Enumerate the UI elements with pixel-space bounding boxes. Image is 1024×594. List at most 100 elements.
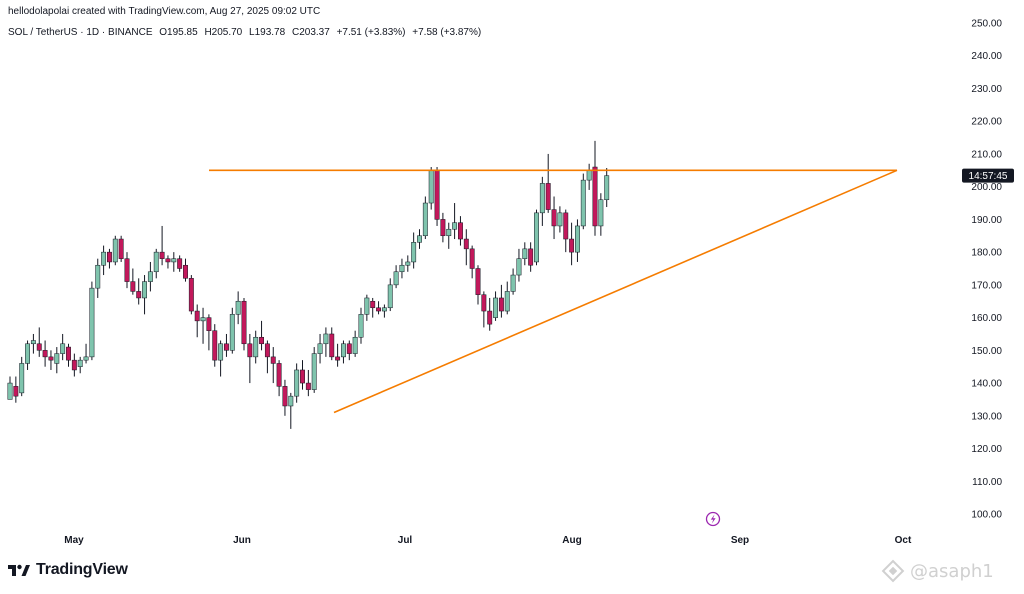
candle	[153, 248, 159, 279]
date-tick-label: May	[64, 535, 84, 546]
candles-layer	[7, 140, 610, 429]
candle	[101, 245, 107, 276]
candle-body	[329, 333, 335, 358]
price-tick-label: 210.00	[971, 149, 1002, 160]
symbol-label[interactable]: SOL / TetherUS · 1D · BINANCE	[8, 27, 153, 38]
candle-body	[422, 202, 428, 237]
price-tick-label: 100.00	[971, 510, 1002, 521]
candle-body	[534, 212, 539, 263]
candle-body	[282, 386, 288, 407]
candle	[341, 340, 346, 364]
candle-body	[66, 346, 71, 361]
candle-body	[522, 248, 528, 259]
price-tick-label: 110.00	[972, 477, 1002, 488]
candle	[405, 255, 411, 272]
candle	[376, 301, 382, 315]
candle-body	[539, 183, 545, 214]
price-label-text: 14:57:45	[969, 171, 1008, 182]
candle-body	[469, 248, 475, 269]
candle-body	[288, 395, 294, 407]
candle-body	[188, 278, 194, 312]
candle-body	[393, 271, 399, 286]
candle	[206, 314, 212, 351]
candle-body	[481, 294, 487, 312]
lightning-icon[interactable]	[705, 511, 721, 527]
candle-body	[428, 170, 434, 204]
candle-body	[229, 314, 235, 351]
candle-body	[136, 291, 142, 299]
candle	[212, 324, 218, 367]
watermark-icon	[881, 559, 905, 583]
candle-body	[317, 343, 323, 354]
candle-body	[346, 343, 352, 354]
candle-body	[592, 166, 598, 227]
candle	[142, 275, 148, 315]
candle-body	[270, 356, 276, 364]
candle-body	[294, 369, 300, 397]
candle-body	[341, 343, 346, 358]
candle-body	[516, 258, 522, 276]
candle-body	[551, 209, 557, 227]
candle	[346, 340, 352, 361]
candle	[434, 167, 440, 226]
price-tick-label: 180.00	[971, 248, 1002, 259]
candle	[305, 369, 311, 397]
candle	[241, 297, 247, 351]
candle-body	[417, 235, 422, 243]
candle	[422, 196, 428, 240]
candle-body	[13, 386, 19, 397]
candle	[458, 216, 463, 246]
candle-body	[153, 251, 159, 273]
candle-body	[475, 268, 481, 295]
change-value: +7.51 (+3.83%)	[336, 27, 406, 38]
candle	[381, 304, 387, 318]
candle-body	[159, 251, 165, 259]
candle	[557, 206, 563, 233]
candle-body	[130, 281, 136, 292]
candle-body	[89, 287, 95, 358]
candle-body	[569, 238, 575, 253]
candle	[188, 275, 194, 315]
candle-body	[95, 264, 101, 289]
candle	[112, 235, 118, 266]
candle	[77, 356, 83, 374]
candle-body	[19, 363, 25, 394]
candle-body	[25, 343, 31, 364]
candle-body	[42, 350, 48, 358]
candle	[276, 360, 282, 397]
candle-body	[235, 300, 241, 315]
watermark-text: @asaph1	[910, 560, 994, 582]
candle	[539, 176, 545, 226]
candle-body	[36, 343, 42, 351]
candle	[498, 284, 504, 318]
candle-body	[218, 343, 224, 361]
price-tick-label: 130.00	[971, 411, 1002, 422]
date-tick-label: Jun	[233, 535, 251, 546]
candle	[118, 235, 124, 262]
candle	[504, 281, 510, 315]
candle	[60, 333, 66, 361]
candle-body	[440, 219, 446, 237]
chart-credit: hellodolapolai created with TradingView.…	[8, 6, 321, 17]
candle-body	[411, 242, 417, 263]
candle	[13, 376, 19, 403]
candle-body	[305, 382, 311, 390]
price-tick-label: 220.00	[971, 117, 1002, 128]
candle	[575, 219, 580, 262]
candle	[300, 360, 305, 390]
price-tick-label: 150.00	[971, 346, 1002, 357]
candle-body	[405, 261, 411, 266]
ascending-trendline[interactable]	[333, 169, 898, 414]
candle	[165, 255, 171, 269]
candle	[551, 196, 557, 240]
candle-body	[352, 336, 358, 354]
candle	[598, 193, 604, 236]
candle-body	[200, 317, 206, 322]
candle	[417, 229, 422, 249]
price-axis[interactable]: 100.00 110.00 120.00 130.00 140.00 150.00 160.…	[971, 19, 1002, 521]
candle-body	[580, 179, 586, 227]
time-axis[interactable]: May Jun Jul Aug Sep Oct	[64, 535, 912, 546]
candle	[604, 168, 610, 208]
tradingview-logo[interactable]: TradingView	[8, 561, 128, 579]
